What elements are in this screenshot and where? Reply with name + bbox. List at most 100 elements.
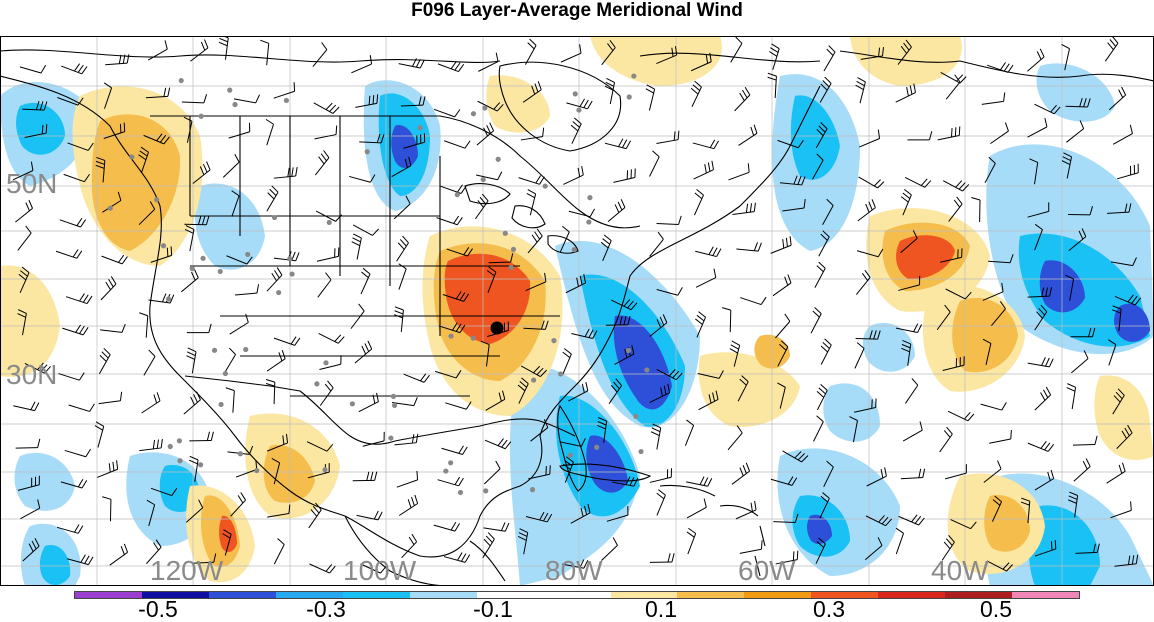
wind-barb [150,246,173,263]
wind-barb [530,419,549,442]
wind-barb [517,528,529,555]
wind-barb [393,195,411,220]
wind-barb [1020,497,1031,524]
wind-barb [225,387,235,413]
colorbar-swatch-13 [945,592,1013,598]
wind-barb [981,92,1006,105]
wind-barb [822,198,834,226]
wind-barb [401,533,418,559]
wind-barb [1029,158,1039,185]
wind-barb [737,375,749,402]
station-dot [322,467,328,473]
wind-barb [145,87,171,99]
wind-barb [860,46,884,60]
wind-barb [67,142,94,151]
wind-barb [319,355,342,370]
wind-barb [944,464,967,480]
negative-wind-region [823,383,880,442]
wind-barb [313,102,340,114]
wind-barb [649,231,664,257]
station-dot [166,296,172,302]
wind-barb [731,462,751,485]
wind-barb [438,322,466,334]
wind-barb [693,189,704,216]
positive-wind-region [219,515,237,553]
wind-barb [901,340,912,366]
wind-barb [983,460,1002,483]
wind-barb [1112,124,1133,145]
station-dot [587,195,593,201]
colorbar-swatch-11 [811,592,879,598]
negative-wind-region [14,452,76,511]
wind-barb [15,199,33,223]
wind-barb [143,133,170,145]
wind-barb [904,177,932,188]
wind-barb [989,429,1012,444]
wind-barb [316,247,340,262]
wind-barb [192,161,211,184]
wind-barb [559,438,586,447]
wind-barb [143,349,156,376]
wind-barb [528,465,551,480]
wind-barb [183,391,201,415]
wind-barb [865,515,893,527]
wind-barb [739,540,763,554]
wind-barb [218,36,229,60]
wind-barb [525,272,547,292]
wind-barb [17,475,40,491]
wind-barb [568,381,589,402]
wind-barb [266,267,283,292]
station-dot [314,381,320,387]
station-dot [417,125,423,131]
wind-barb [695,246,722,258]
wind-barb [95,156,106,183]
station-dot [594,444,600,450]
wind-barb [1071,350,1089,374]
colorbar-swatch-12 [878,592,946,598]
wind-barb [58,372,85,381]
wind-barb [94,421,105,448]
wind-barb [105,54,130,66]
wind-barb [730,36,743,63]
wind-barb [186,323,212,334]
wind-barb [1061,44,1070,71]
wind-barb [945,74,961,100]
station-dot [107,205,113,211]
wind-barb [971,197,981,223]
station-dot [631,73,637,79]
wind-barb [775,550,799,565]
wind-barb [480,340,490,367]
wind-barb [1034,386,1052,411]
wind-barb [188,455,199,482]
positive-wind-region [698,352,800,427]
wind-barb [1034,539,1057,557]
station-dot [391,402,398,409]
positive-wind-region [896,235,955,280]
wind-barb [396,470,419,488]
wind-barb [437,476,464,487]
wind-barb [147,40,168,61]
wind-barb [477,100,504,112]
wind-barb [360,267,371,295]
wind-barb [849,416,858,443]
wind-barb [358,392,379,413]
lon-label-120w: 120W [150,555,224,586]
station-dot [200,255,206,261]
wind-barb [98,391,123,405]
station-dot [551,338,557,344]
wind-barb [1068,206,1093,216]
station-dot [586,219,592,225]
wind-barb [690,80,702,108]
wind-barb [235,460,258,478]
wind-barb [939,426,953,453]
wind-barb [445,401,472,410]
lon-label-80w: 80W [545,555,603,586]
wind-barb [990,122,1009,145]
wind-barb [229,313,249,335]
negative-wind-region [613,315,672,410]
wind-barb [777,139,804,149]
wind-barb [190,39,209,62]
colorbar-swatch-14 [1012,592,1080,598]
wind-barb [698,390,719,411]
wind-barb [940,71,967,84]
